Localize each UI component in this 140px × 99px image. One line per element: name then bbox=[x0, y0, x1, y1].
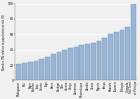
Bar bbox=[16, 64, 21, 80]
Bar bbox=[51, 54, 56, 80]
Bar bbox=[34, 61, 39, 80]
Bar bbox=[120, 30, 124, 80]
Bar bbox=[57, 52, 61, 80]
Bar bbox=[125, 27, 130, 80]
Bar bbox=[108, 34, 113, 80]
Bar bbox=[28, 62, 33, 80]
Bar bbox=[45, 57, 50, 80]
Bar bbox=[91, 43, 96, 80]
Bar bbox=[102, 38, 107, 80]
Bar bbox=[97, 41, 102, 80]
Bar bbox=[39, 59, 44, 80]
Y-axis label: Nombre ITN relative to population at risk (%): Nombre ITN relative to population at ris… bbox=[2, 14, 6, 70]
Bar bbox=[131, 4, 136, 80]
Bar bbox=[79, 45, 84, 80]
Bar bbox=[114, 32, 119, 80]
Bar bbox=[85, 44, 90, 80]
Bar bbox=[22, 63, 27, 80]
Bar bbox=[74, 47, 79, 80]
Bar bbox=[68, 48, 73, 80]
Bar bbox=[62, 50, 67, 80]
